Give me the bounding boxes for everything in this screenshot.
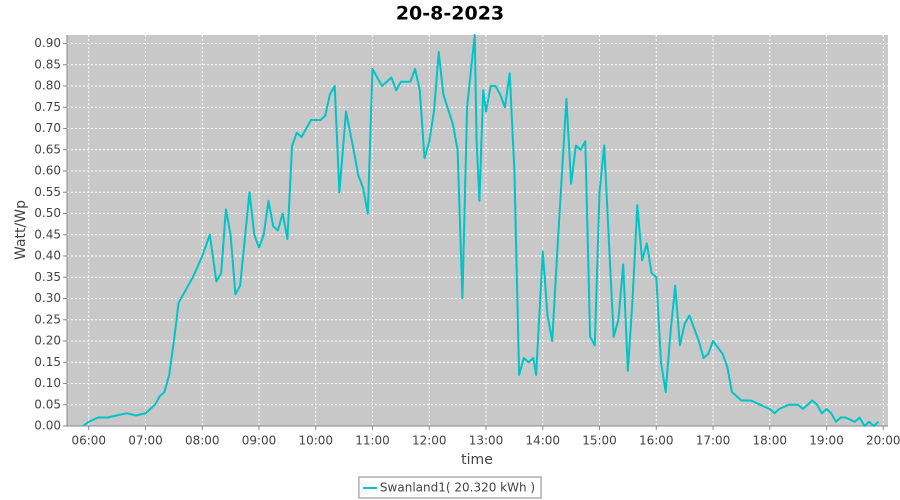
y-tick-label: 0.40: [34, 249, 61, 263]
x-tick-label: 15:00: [582, 434, 617, 448]
y-tick-label: 0.00: [34, 419, 61, 433]
y-axis-label: Watt/Wp: [13, 200, 29, 260]
x-tick-label: 11:00: [355, 434, 390, 448]
y-tick-label: 0.90: [34, 36, 61, 50]
x-tick-label: 14:00: [525, 434, 560, 448]
legend-label: Swanland1( 20.320 kWh ): [380, 481, 535, 495]
x-tick-label: 07:00: [128, 434, 163, 448]
x-tick-label: 12:00: [412, 434, 447, 448]
legend-box: [358, 476, 542, 499]
x-tick-label: 19:00: [809, 434, 844, 448]
y-tick-label: 0.55: [34, 185, 61, 199]
data-line: [82, 34, 880, 427]
x-tick-label: 17:00: [696, 434, 731, 448]
y-tick-label: 0.15: [34, 355, 61, 369]
plot-background: [67, 35, 888, 426]
x-tick-label: 09:00: [242, 434, 277, 448]
y-tick-label: 0.05: [34, 397, 61, 411]
x-tick-label: 20:00: [866, 434, 900, 448]
x-tick-label: 16:00: [639, 434, 674, 448]
x-tick-label: 18:00: [752, 434, 787, 448]
y-tick-label: 0.50: [34, 206, 61, 220]
y-tick-label: 0.35: [34, 270, 61, 284]
x-tick-label: 06:00: [71, 434, 106, 448]
chart-title: 20-8-2023: [396, 3, 504, 25]
y-tick-label: 0.85: [34, 57, 61, 71]
y-tick-label: 0.20: [34, 334, 61, 348]
y-tick-label: 0.80: [34, 79, 61, 93]
y-tick-label: 0.10: [34, 376, 61, 390]
legend: Swanland1( 20.320 kWh ): [358, 476, 542, 499]
x-axis-label: time: [461, 452, 493, 468]
y-tick-label: 0.70: [34, 121, 61, 135]
y-tick-label: 0.65: [34, 142, 61, 156]
y-tick-label: 0.75: [34, 100, 61, 114]
y-tick-label: 0.60: [34, 164, 61, 178]
y-tick-label: 0.45: [34, 227, 61, 241]
x-tick-label: 10:00: [298, 434, 333, 448]
y-tick-label: 0.25: [34, 312, 61, 326]
x-tick-label: 13:00: [469, 434, 504, 448]
y-tick-label: 0.30: [34, 291, 61, 305]
x-tick-label: 08:00: [185, 434, 220, 448]
